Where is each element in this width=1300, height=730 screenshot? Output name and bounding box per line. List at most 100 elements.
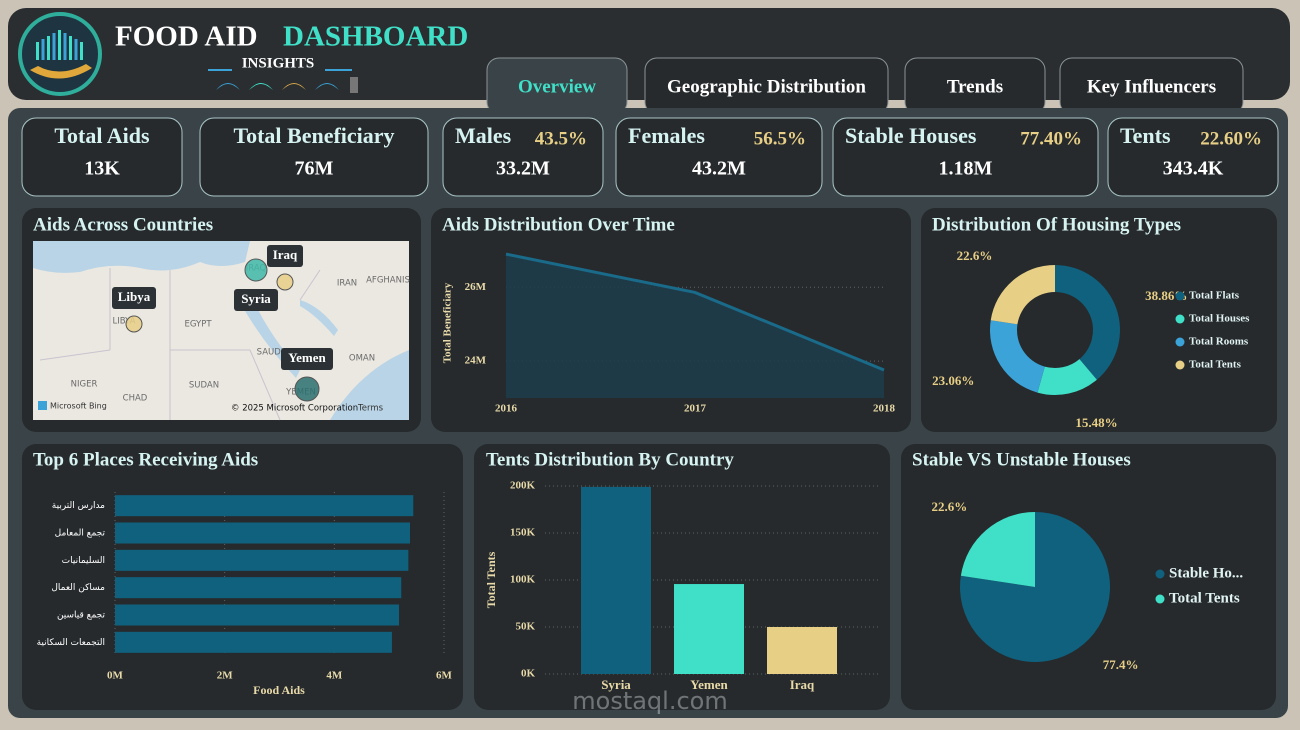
header-icon: [315, 83, 339, 90]
y-tick-label: 150K: [510, 527, 536, 539]
header-icon: [216, 83, 240, 90]
map-bubble: [294, 376, 320, 402]
x-tick-label: 2017: [684, 403, 707, 415]
kpi-value: 43.2M: [692, 158, 746, 180]
map-base-label: LIBYA: [113, 317, 136, 327]
map-callout-label: Libya: [118, 289, 151, 304]
map-callout-label: Syria: [241, 291, 271, 306]
legend-label: Total Tents: [1169, 590, 1240, 606]
header-icon: [249, 83, 273, 90]
x-tick-label: 2018: [873, 403, 896, 415]
slice-label: 23.06%: [932, 373, 974, 388]
y-tick-label: مدارس التربية: [52, 501, 105, 511]
map-base-label: IRAN: [337, 279, 357, 289]
slice-label: 38.86%: [1145, 288, 1187, 303]
header-icon: [282, 83, 306, 90]
map-bubble: [276, 273, 294, 291]
kpi-label: Tents: [1120, 123, 1171, 148]
bar: [674, 584, 744, 674]
y-tick-label: 26M: [465, 281, 487, 293]
legend-label: Total Tents: [1189, 359, 1242, 371]
legend-swatch: [1175, 314, 1185, 324]
bar: [581, 486, 651, 674]
chart-title: Stable VS Unstable Houses: [912, 449, 1131, 470]
y-tick-label: 200K: [510, 480, 536, 492]
kpi-value: 13K: [84, 158, 120, 180]
map-base-label: SUDAN: [189, 381, 219, 391]
kpi-label: Total Aids: [54, 123, 150, 148]
x-tick-label: Iraq: [790, 677, 815, 692]
tab-label[interactable]: Overview: [518, 76, 596, 97]
kpi-card: [1107, 117, 1279, 197]
y-tick-label: تجمع المعامل: [55, 529, 106, 539]
header-subtitle: INSIGHTS: [242, 55, 315, 71]
y-tick-label: 100K: [510, 574, 536, 586]
map-title: Aids Across Countries: [33, 214, 213, 235]
x-tick-label: 0M: [107, 670, 124, 682]
slice: [990, 320, 1045, 393]
slice: [1055, 265, 1120, 380]
legend-label: Total Flats: [1189, 290, 1240, 302]
y-tick-label: 24M: [465, 355, 487, 367]
legend-swatch: [1175, 291, 1185, 301]
x-tick-label: Yemen: [690, 677, 728, 692]
x-tick-label: Syria: [601, 677, 631, 692]
kpi-label: Total Beneficiary: [233, 123, 394, 148]
logo-bar: [36, 42, 39, 60]
map-base-label: AFGHANIS: [366, 276, 410, 286]
map-callout: [267, 245, 303, 267]
slice-label: 22.6%: [931, 499, 967, 514]
kpi-value: 343.4K: [1163, 158, 1224, 180]
kpi-value: 33.2M: [496, 158, 550, 180]
bar: [115, 522, 411, 544]
tab-label[interactable]: Geographic Distribution: [667, 76, 866, 97]
kpi-label: Females: [628, 123, 705, 148]
logo-bar: [80, 42, 83, 60]
kpi-pct: 22.60%: [1200, 128, 1262, 149]
kpi-card: [615, 117, 823, 197]
bar: [767, 627, 837, 674]
legend-label: Total Rooms: [1189, 336, 1249, 348]
header-title: FOOD AID: [115, 21, 258, 53]
bar: [115, 631, 392, 653]
y-tick-label: 50K: [515, 621, 535, 633]
y-tick-label: مساكن العمال: [51, 583, 105, 593]
map-credit: Terms: [357, 404, 384, 414]
map-land: [33, 241, 409, 420]
area: [506, 254, 884, 398]
slice: [1037, 359, 1097, 395]
logo-bar: [41, 39, 45, 60]
legend-swatch: [1155, 569, 1165, 579]
chart-title: Top 6 Places Receiving Aids: [33, 449, 258, 470]
tab-label[interactable]: Trends: [947, 76, 1003, 97]
chart-title: Distribution Of Housing Types: [932, 214, 1181, 235]
map-callout: [281, 348, 333, 370]
bar: [115, 495, 414, 517]
bar: [115, 604, 400, 626]
map: IRAN AFGHANIS EGYPT SAUDI OMAN NIGER CHAD SUDAN…: [33, 241, 410, 421]
chart-title: Aids Distribution Over Time: [442, 214, 675, 235]
map-bubble: [244, 258, 268, 282]
map-base-label: NIGER: [71, 380, 98, 390]
kpi-pct: 56.5%: [754, 128, 806, 149]
slice-label: 77.4%: [1103, 657, 1139, 672]
logo-bar: [74, 39, 78, 60]
kpi-value: 76M: [295, 158, 334, 180]
map-callout-label: Yemen: [288, 350, 326, 365]
x-tick-label: 2M: [217, 670, 234, 682]
map-sea: [33, 241, 250, 273]
map-base-label: OMAN: [349, 354, 375, 364]
map-base-label: SAUDI: [257, 348, 284, 358]
y-tick-label: تجمع قياسين: [57, 611, 106, 621]
logo-bar: [58, 30, 61, 60]
map-credit: Microsoft Bing: [50, 402, 107, 411]
map-border: [39, 268, 321, 421]
header-icon-block: [350, 77, 358, 93]
map-credit: © 2025 Microsoft Corporation: [231, 404, 358, 414]
bar: [115, 577, 402, 599]
y-tick-label: السليمانيات: [62, 556, 105, 566]
map-base-label: EGYPT: [184, 320, 212, 330]
tab-label[interactable]: Key Influencers: [1087, 76, 1216, 97]
map-callout: [112, 287, 156, 309]
kpi-card: [832, 117, 1099, 197]
